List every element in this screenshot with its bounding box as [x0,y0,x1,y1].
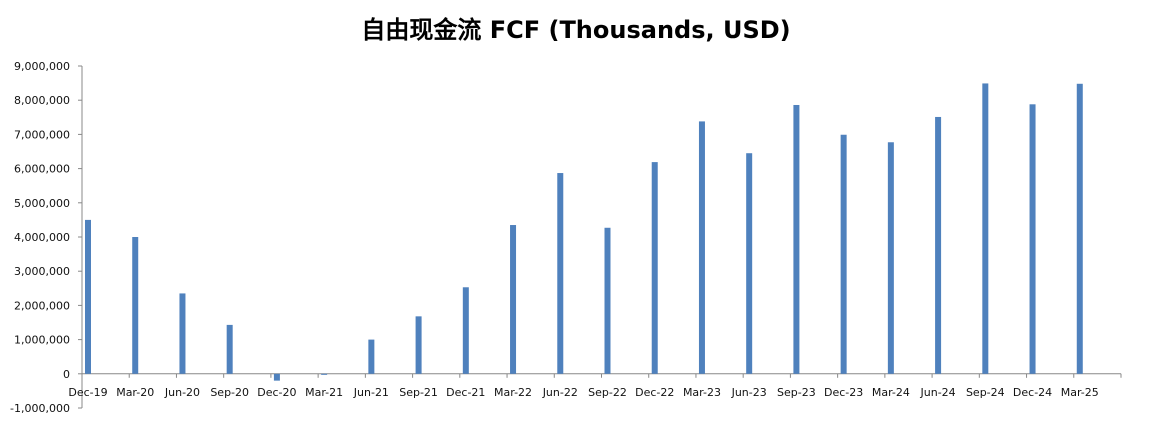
chart-title: 自由现金流 FCF (Thousands, USD) [361,16,790,44]
bar [510,225,517,374]
x-tick-label: Jun-23 [731,386,767,399]
x-tick-label: Sep-23 [777,386,816,399]
bar [651,162,658,374]
bar [698,121,705,374]
x-tick-label: Dec-21 [446,386,485,399]
bar [793,104,800,374]
y-tick-label: -1,000,000 [10,402,70,415]
bar [321,373,328,375]
bar [935,116,942,374]
x-tick-label: Sep-24 [966,386,1005,399]
x-tick-label: Jun-20 [164,386,200,399]
bar [85,219,91,374]
y-tick-label: 5,000,000 [14,197,70,210]
y-tick-label: 8,000,000 [14,94,70,107]
y-axis: -1,000,000 0 1,000,000 2,000,000 3,000,000 4,… [10,60,83,415]
x-tick-label: Sep-22 [588,386,627,399]
y-tick-label: 3,000,000 [14,265,70,278]
y-tick-label: 1,000,000 [14,334,70,347]
x-tick-label: Mar-22 [494,386,532,399]
y-tick-label: 6,000,000 [14,163,70,176]
bar-series [85,83,1083,381]
x-tick-label: Mar-23 [683,386,721,399]
bar [840,134,847,374]
y-tick-label: 9,000,000 [14,60,70,73]
y-tick-label: 0 [63,368,70,381]
x-tick-label: Mar-21 [305,386,343,399]
bar [746,153,753,374]
bar [368,339,375,374]
bar [1076,83,1083,374]
y-tick-label: 2,000,000 [14,299,70,312]
x-tick-label: Jun-21 [353,386,389,399]
bar [982,83,989,374]
x-axis: Dec-19 Mar-20 Jun-20 Sep-20 Dec-20 Mar-21 Jun-… [68,373,1122,399]
bar [462,287,469,374]
x-tick-label: Jun-22 [542,386,578,399]
x-tick-label: Sep-20 [210,386,249,399]
x-tick-label: Jun-24 [920,386,956,399]
y-tick-label: 4,000,000 [14,231,70,244]
bar [604,227,611,374]
bar [132,237,139,374]
bar [226,324,233,374]
bar [557,173,564,374]
x-tick-label: Mar-25 [1061,386,1099,399]
x-tick-label: Dec-24 [1013,386,1052,399]
x-tick-label: Dec-19 [68,386,107,399]
x-tick-label: Dec-23 [824,386,863,399]
x-tick-label: Mar-20 [116,386,154,399]
bar [1029,104,1036,374]
x-tick-label: Dec-20 [257,386,296,399]
bar [273,373,280,381]
x-tick-label: Sep-21 [399,386,438,399]
bar [179,293,186,374]
bar [415,316,422,374]
x-tick-label: Mar-24 [872,386,910,399]
bar [887,142,894,374]
x-tick-label: Dec-22 [635,386,674,399]
y-tick-label: 7,000,000 [14,128,70,141]
